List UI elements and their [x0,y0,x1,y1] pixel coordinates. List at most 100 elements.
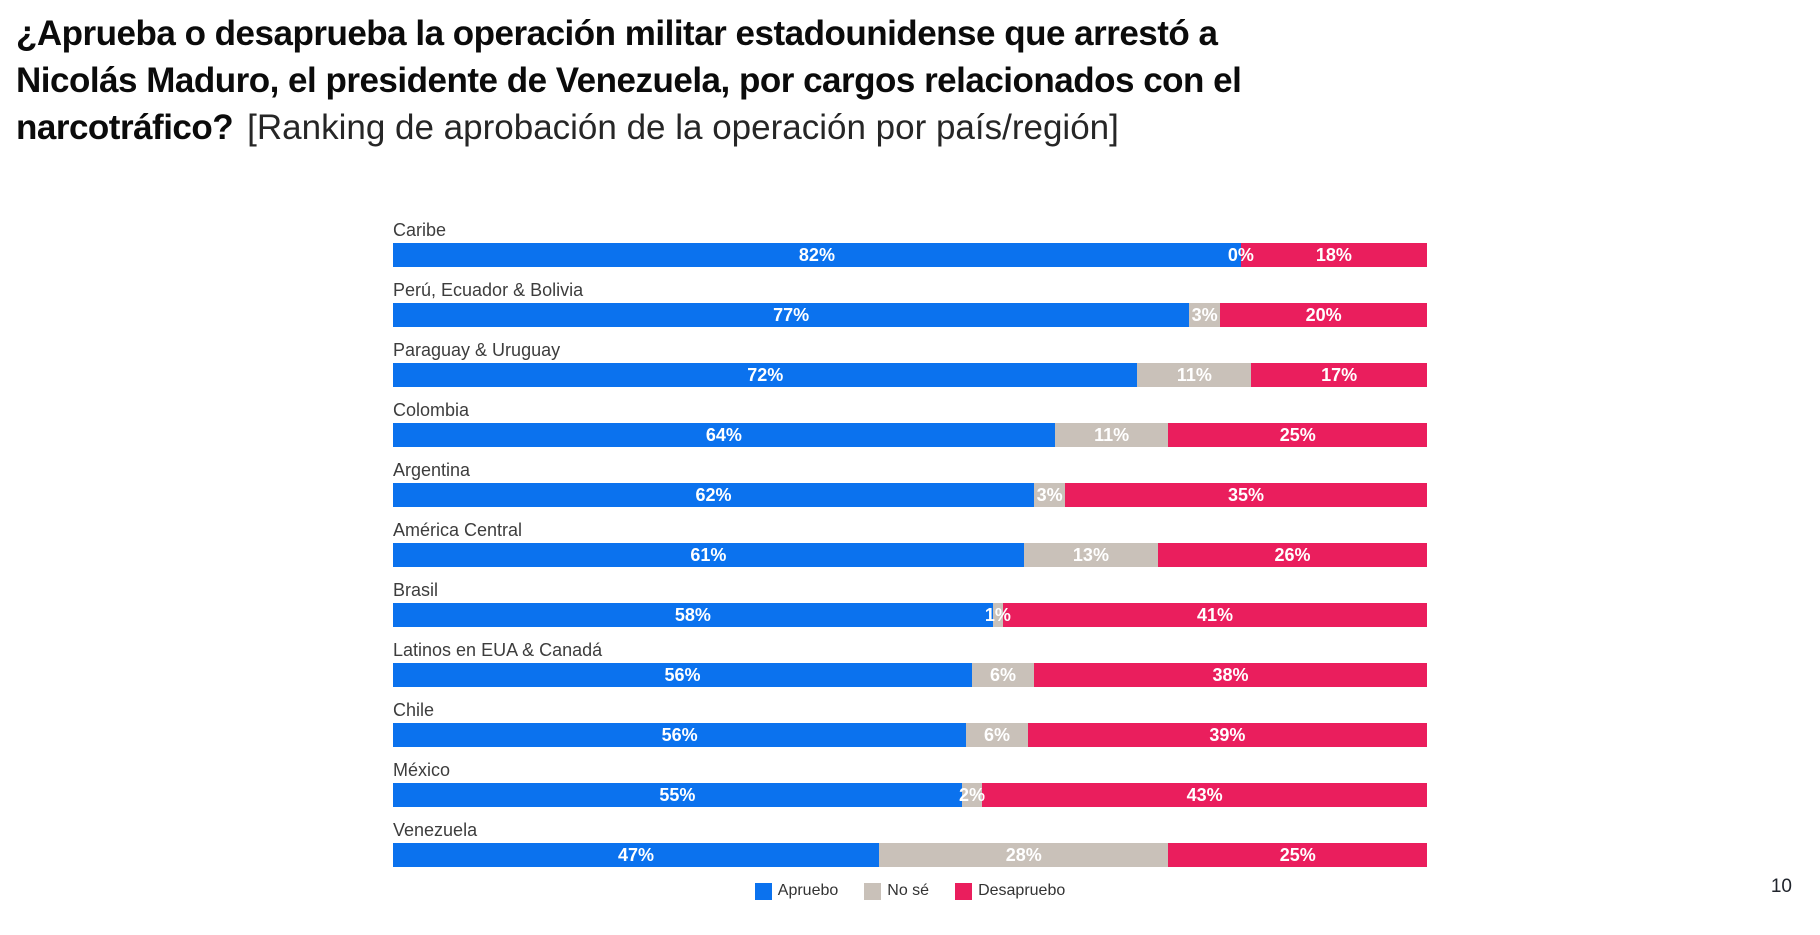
bar-segment-apruebo: 55% [393,783,962,807]
stacked-bar: 47% 28% 25% [393,843,1427,867]
title-line-3: narcotráfico? [16,108,234,147]
bar-value-label: 47% [617,844,654,865]
category-label: Latinos en EUA & Canadá [393,640,603,660]
category-label: Venezuela [393,820,478,840]
bar-value-label: 11% [1094,424,1130,445]
bar-segment-desapruebo: 38% [1034,663,1427,687]
bar-segment-no-se: 2% [959,783,986,807]
category-label: Colombia [393,400,470,420]
bar-segment-apruebo: 82% [393,243,1241,267]
legend-item-no-se: No sé [864,882,929,900]
chart-row: México 55% 2% 43% [393,760,1427,807]
bar-value-label: 56% [661,724,698,745]
legend-label-desapruebo: Desapruebo [978,882,1066,899]
bar-segment-desapruebo: 43% [982,783,1427,807]
bar-segment-apruebo: 58% [393,603,993,627]
title-line-2: Nicolás Maduro, el presidente de Venezue… [16,61,1242,100]
chart-legend: Apruebo No sé Desapruebo [393,882,1427,900]
bar-value-label: 35% [1228,484,1265,505]
chart-row: Caribe 82% 0% 18% [393,220,1427,267]
bar-value-label: 3% [1036,484,1063,505]
legend-item-apruebo: Apruebo [754,882,839,900]
bar-chart: Caribe 82% 0% 18% Perú, Ecuador & Bolivia 77%… [393,220,1427,867]
stacked-bar: 64% 11% 25% [393,423,1427,447]
bar-value-label: 58% [674,604,711,625]
chart-row: Brasil 58% 1% 41% [393,580,1427,627]
bar-value-label: 0% [1227,244,1254,265]
chart-row: Argentina 62% 3% 35% [393,460,1427,507]
bar-value-label: 43% [1186,784,1223,805]
legend-swatch-no-se [864,882,882,900]
bar-value-label: 2% [959,784,986,805]
bar-segment-desapruebo: 39% [1027,723,1427,747]
chart-row: Perú, Ecuador & Bolivia 77% 3% 20% [393,280,1427,327]
category-label: Brasil [393,580,439,600]
bar-value-label: 41% [1197,604,1234,625]
bar-value-label: 26% [1274,544,1311,565]
legend-item-desapruebo: Desapruebo [955,882,1065,900]
bar-segment-no-se: 1% [985,603,1011,627]
bar-segment-desapruebo: 25% [1168,843,1427,867]
bar-segment-apruebo: 47% [393,843,879,867]
bar-value-label: 3% [1191,304,1218,325]
stacked-bar: 77% 3% 20% [393,303,1427,327]
bar-segment-apruebo: 77% [393,303,1190,327]
bar-segment-no-se: 28% [878,843,1169,867]
bar-segment-desapruebo: 18% [1240,243,1427,267]
bar-segment-desapruebo: 41% [1003,603,1427,627]
category-label: Caribe [393,220,447,240]
bar-value-label: 11% [1176,364,1212,385]
legend-swatch-desapruebo [955,882,973,900]
bar-segment-desapruebo: 17% [1251,363,1427,387]
bar-value-label: 17% [1321,364,1358,385]
bar-value-label: 55% [659,784,696,805]
category-label: México [393,760,451,780]
bar-value-label: 28% [1005,844,1042,865]
bar-segment-apruebo: 56% [393,663,973,687]
bar-value-label: 25% [1279,844,1316,865]
bar-segment-apruebo: 61% [393,543,1024,567]
bar-value-label: 20% [1305,304,1342,325]
category-label: América Central [393,520,523,540]
bar-value-label: 82% [798,244,835,265]
stacked-bar: 58% 1% 41% [393,603,1427,627]
chart-row: Paraguay & Uruguay 72% 11% 17% [393,340,1427,387]
category-label: Paraguay & Uruguay [393,340,561,360]
legend-label-apruebo: Apruebo [777,882,839,899]
category-label: Chile [393,700,435,720]
stacked-bar: 56% 6% 38% [393,663,1427,687]
chart-row: Venezuela 47% 28% 25% [393,820,1427,867]
bar-segment-no-se: 6% [972,663,1035,687]
page-number: 10 [1770,876,1792,897]
bar-value-label: 13% [1072,544,1109,565]
bar-segment-desapruebo: 26% [1158,543,1427,567]
bar-segment-apruebo: 62% [393,483,1035,507]
bar-value-label: 18% [1315,244,1352,265]
bar-segment-apruebo: 72% [393,363,1138,387]
bar-segment-apruebo: 56% [393,723,967,747]
bar-value-label: 61% [690,544,727,565]
bar-value-label: 62% [695,484,732,505]
legend-label-no-se: No sé [887,882,930,899]
bar-segment-desapruebo: 20% [1220,303,1427,327]
bar-segment-no-se: 11% [1054,423,1169,447]
bar-value-label: 6% [984,724,1011,745]
stacked-bar: 72% 11% 17% [393,363,1427,387]
bar-value-label: 1% [984,604,1011,625]
bar-segment-no-se: 3% [1034,483,1066,507]
bar-segment-apruebo: 64% [393,423,1055,447]
bar-value-label: 72% [747,364,784,385]
bar-segment-no-se: 13% [1023,543,1159,567]
stacked-bar: 55% 2% 43% [393,783,1427,807]
stacked-bar: 56% 6% 39% [393,723,1427,747]
legend-swatch-apruebo [754,882,772,900]
bar-segment-no-se: 11% [1137,363,1252,387]
chart-row: Latinos en EUA & Canadá 56% 6% 38% [393,640,1427,687]
page-title: ¿Aprueba o desaprueba la operación milit… [16,10,1576,151]
bar-value-label: 39% [1209,724,1246,745]
bar-segment-no-se: 6% [966,723,1028,747]
bar-segment-desapruebo: 25% [1168,423,1427,447]
bar-chart-area: Caribe 82% 0% 18% Perú, Ecuador & Bolivia 77%… [393,220,1427,900]
bar-value-label: 38% [1212,664,1249,685]
